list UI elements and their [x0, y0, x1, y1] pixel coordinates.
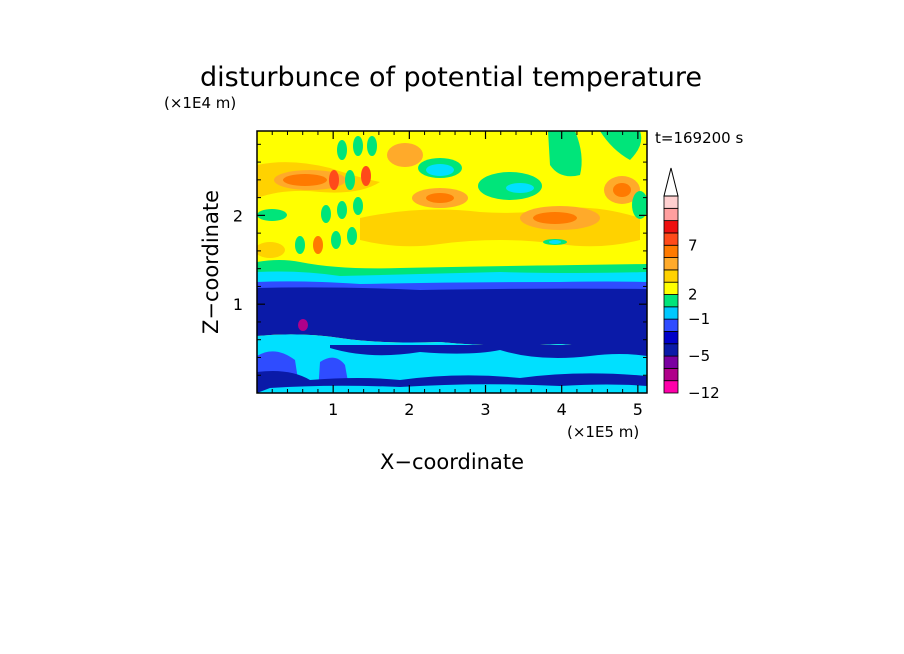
colorbar-swatch	[663, 355, 679, 369]
chart-title: disturbunce of potential temperature	[200, 62, 702, 93]
bottom-cyan-strip	[257, 384, 647, 393]
colorbar-swatch	[663, 380, 679, 394]
upper-warm-patches	[257, 131, 647, 276]
colorbar-swatch	[663, 281, 679, 295]
colorbar-swatch	[663, 367, 679, 382]
plot-frame	[256, 130, 648, 394]
colorbar: −12−5−127	[663, 167, 720, 402]
colorbar-swatch	[663, 306, 679, 320]
colorbar-swatch	[663, 294, 679, 308]
x-tick-label: 4	[557, 400, 567, 419]
x-axis-label: X−coordinate	[380, 450, 524, 474]
colorbar-swatch	[663, 257, 679, 271]
colorbar-label: 2	[688, 286, 698, 304]
colorbar-swatch	[663, 220, 679, 234]
colorbar-swatch	[663, 318, 679, 332]
x-axis-ticks: 1 2 3 4 5	[271, 131, 643, 419]
colorbar-swatch	[663, 232, 679, 246]
colorbar-label: 7	[688, 236, 698, 254]
y-unit-label: (×1E4 m)	[164, 94, 236, 112]
y-axis-label: Z−coordinate	[199, 190, 223, 334]
time-label: t=169200 s	[655, 129, 743, 147]
x-tick-label: 3	[480, 400, 490, 419]
colorbar-label: −12	[688, 384, 720, 402]
colorbar-swatch	[663, 343, 679, 357]
x-unit-label: (×1E5 m)	[567, 423, 639, 441]
cold-band	[257, 287, 647, 347]
cold-bumps	[330, 345, 647, 358]
colorbar-swatch	[663, 195, 679, 209]
colorbar-arrow	[663, 167, 679, 197]
colorbar-swatch	[663, 207, 679, 222]
cold-spot	[298, 319, 308, 331]
colorbar-swatch	[663, 269, 679, 283]
x-tick-label: 2	[404, 400, 414, 419]
y-tick-label: 1	[233, 295, 243, 314]
colorbar-label: −5	[688, 347, 710, 365]
colorbar-label: −1	[688, 310, 710, 328]
plot-field	[257, 131, 647, 393]
colorbar-swatch	[663, 244, 679, 258]
wave-pattern	[284, 136, 377, 276]
x-tick-label: 1	[328, 400, 338, 419]
y-tick-label: 2	[233, 206, 243, 225]
colorbar-swatch	[663, 331, 679, 345]
y-axis-ticks: 12	[233, 143, 647, 376]
x-tick-label: 5	[633, 400, 643, 419]
